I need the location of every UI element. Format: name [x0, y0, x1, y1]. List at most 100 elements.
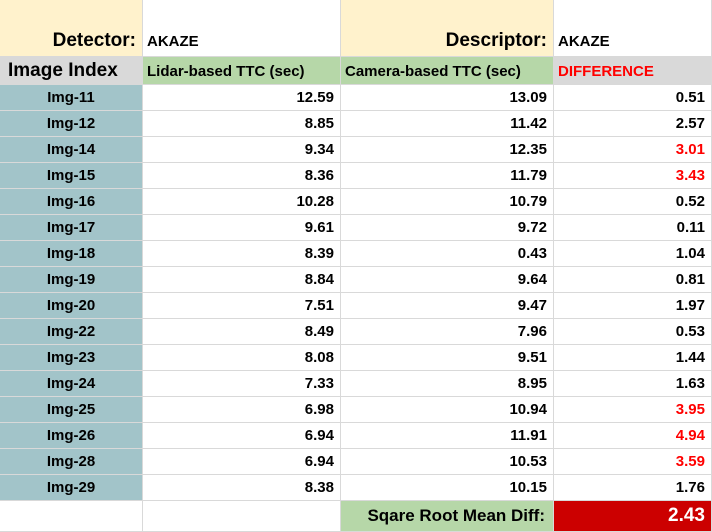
- row-camera-cell[interactable]: 9.51: [341, 345, 554, 371]
- row-index-cell-text: Img-20: [46, 297, 96, 314]
- row-difference-cell-text: 3.59: [675, 453, 705, 470]
- row-index-cell[interactable]: Img-20: [0, 293, 143, 319]
- descriptor-value-cell[interactable]: AKAZE: [554, 0, 712, 57]
- row-difference-cell-text: 1.63: [675, 375, 705, 392]
- row-camera-cell[interactable]: 11.79: [341, 163, 554, 189]
- row-lidar-cell[interactable]: 8.38: [143, 475, 341, 501]
- row-lidar-cell[interactable]: 7.51: [143, 293, 341, 319]
- row-lidar-cell[interactable]: 8.08: [143, 345, 341, 371]
- row-difference-cell-text: 2.57: [675, 115, 705, 132]
- detector-label-cell[interactable]: Detector:: [0, 0, 143, 57]
- row-index-cell[interactable]: Img-22: [0, 319, 143, 345]
- row-difference-cell[interactable]: 0.53: [554, 319, 712, 345]
- row-camera-cell[interactable]: 13.09: [341, 85, 554, 111]
- summary-empty-cell-1[interactable]: [0, 501, 143, 532]
- row-lidar-cell-text: 8.38: [304, 479, 334, 496]
- row-index-cell[interactable]: Img-23: [0, 345, 143, 371]
- row-camera-cell-text: 13.09: [509, 89, 547, 106]
- row-lidar-cell[interactable]: 9.34: [143, 137, 341, 163]
- row-lidar-cell-text: 6.94: [304, 427, 334, 444]
- row-difference-cell[interactable]: 3.01: [554, 137, 712, 163]
- row-lidar-cell[interactable]: 6.98: [143, 397, 341, 423]
- detector-value-cell[interactable]: AKAZE: [143, 0, 341, 57]
- row-index-cell-text: Img-19: [46, 271, 96, 288]
- row-camera-cell[interactable]: 7.96: [341, 319, 554, 345]
- row-index-cell-text: Img-18: [46, 245, 96, 262]
- row-lidar-cell[interactable]: 8.49: [143, 319, 341, 345]
- row-camera-cell[interactable]: 10.15: [341, 475, 554, 501]
- row-difference-cell[interactable]: 0.81: [554, 267, 712, 293]
- row-camera-cell[interactable]: 10.53: [341, 449, 554, 475]
- row-index-cell[interactable]: Img-12: [0, 111, 143, 137]
- row-lidar-cell[interactable]: 8.84: [143, 267, 341, 293]
- column-header-camera[interactable]: Camera-based TTC (sec): [341, 57, 554, 85]
- row-lidar-cell[interactable]: 10.28: [143, 189, 341, 215]
- row-lidar-cell[interactable]: 9.61: [143, 215, 341, 241]
- row-camera-cell[interactable]: 9.47: [341, 293, 554, 319]
- row-difference-cell[interactable]: 3.59: [554, 449, 712, 475]
- row-camera-cell-text: 9.64: [517, 271, 547, 288]
- row-camera-cell[interactable]: 10.94: [341, 397, 554, 423]
- row-difference-cell[interactable]: 1.63: [554, 371, 712, 397]
- row-lidar-cell[interactable]: 12.59: [143, 85, 341, 111]
- row-difference-cell[interactable]: 1.44: [554, 345, 712, 371]
- row-difference-cell[interactable]: 3.43: [554, 163, 712, 189]
- row-camera-cell[interactable]: 12.35: [341, 137, 554, 163]
- row-index-cell-text: Img-25: [46, 401, 96, 418]
- descriptor-value: AKAZE: [558, 33, 610, 50]
- row-index-cell[interactable]: Img-17: [0, 215, 143, 241]
- row-index-cell-text: Img-11: [47, 89, 95, 106]
- row-difference-cell[interactable]: 3.95: [554, 397, 712, 423]
- row-camera-cell[interactable]: 0.43: [341, 241, 554, 267]
- column-header-index[interactable]: Image Index: [0, 57, 143, 85]
- row-index-cell[interactable]: Img-14: [0, 137, 143, 163]
- summary-label-cell[interactable]: Sqare Root Mean Diff:: [341, 501, 554, 532]
- row-index-cell[interactable]: Img-29: [0, 475, 143, 501]
- row-index-cell[interactable]: Img-18: [0, 241, 143, 267]
- column-header-difference[interactable]: DIFFERENCE: [554, 57, 712, 85]
- row-camera-cell[interactable]: 9.64: [341, 267, 554, 293]
- row-difference-cell-text: 3.43: [675, 167, 705, 184]
- row-index-cell[interactable]: Img-11: [0, 85, 143, 111]
- row-camera-cell[interactable]: 11.91: [341, 423, 554, 449]
- row-lidar-cell[interactable]: 6.94: [143, 423, 341, 449]
- row-camera-cell[interactable]: 10.79: [341, 189, 554, 215]
- row-difference-cell[interactable]: 1.76: [554, 475, 712, 501]
- row-difference-cell-text: 4.94: [675, 427, 705, 444]
- row-camera-cell[interactable]: 11.42: [341, 111, 554, 137]
- row-camera-cell-text: 10.94: [509, 401, 547, 418]
- descriptor-label-cell[interactable]: Descriptor:: [341, 0, 554, 57]
- row-lidar-cell-text: 9.34: [304, 141, 334, 158]
- row-difference-cell[interactable]: 4.94: [554, 423, 712, 449]
- row-index-cell-text: Img-24: [46, 375, 96, 392]
- summary-value-cell[interactable]: 2.43: [554, 501, 712, 532]
- row-difference-cell[interactable]: 1.97: [554, 293, 712, 319]
- summary-empty-cell-2[interactable]: [143, 501, 341, 532]
- column-header-lidar[interactable]: Lidar-based TTC (sec): [143, 57, 341, 85]
- row-index-cell[interactable]: Img-24: [0, 371, 143, 397]
- row-difference-cell-text: 1.76: [675, 479, 705, 496]
- row-difference-cell[interactable]: 0.52: [554, 189, 712, 215]
- row-difference-cell[interactable]: 1.04: [554, 241, 712, 267]
- row-index-cell[interactable]: Img-15: [0, 163, 143, 189]
- row-index-cell[interactable]: Img-28: [0, 449, 143, 475]
- row-difference-cell[interactable]: 0.51: [554, 85, 712, 111]
- row-camera-cell[interactable]: 8.95: [341, 371, 554, 397]
- row-index-cell-text: Img-26: [46, 427, 96, 444]
- row-difference-cell-text: 1.97: [675, 297, 705, 314]
- row-lidar-cell[interactable]: 8.39: [143, 241, 341, 267]
- row-lidar-cell-text: 7.33: [304, 375, 334, 392]
- row-lidar-cell[interactable]: 7.33: [143, 371, 341, 397]
- row-index-cell[interactable]: Img-26: [0, 423, 143, 449]
- row-difference-cell[interactable]: 0.11: [554, 215, 712, 241]
- row-index-cell[interactable]: Img-19: [0, 267, 143, 293]
- row-camera-cell[interactable]: 9.72: [341, 215, 554, 241]
- row-index-cell[interactable]: Img-16: [0, 189, 143, 215]
- row-lidar-cell-text: 8.49: [304, 323, 334, 340]
- row-lidar-cell[interactable]: 8.85: [143, 111, 341, 137]
- row-index-cell-text: Img-23: [46, 349, 96, 366]
- row-lidar-cell[interactable]: 6.94: [143, 449, 341, 475]
- row-lidar-cell[interactable]: 8.36: [143, 163, 341, 189]
- row-difference-cell[interactable]: 2.57: [554, 111, 712, 137]
- row-index-cell[interactable]: Img-25: [0, 397, 143, 423]
